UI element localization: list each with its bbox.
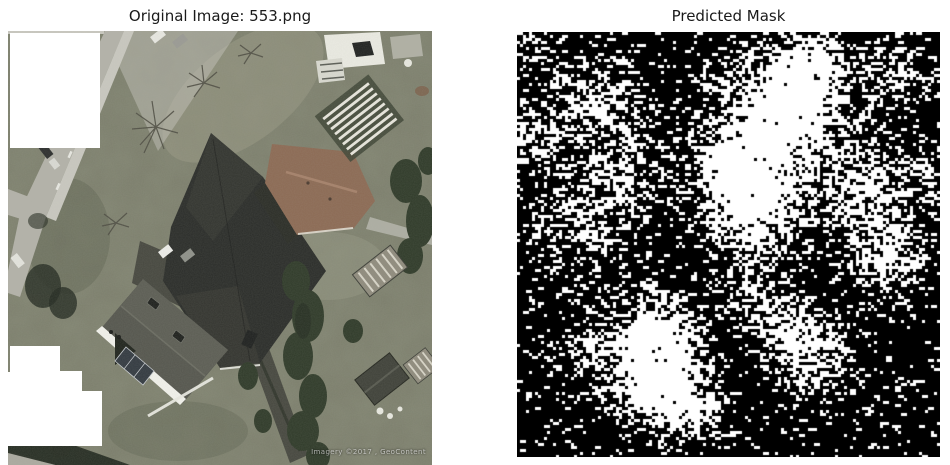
- original-aerial-image: Imagery ©2017 , GeoContent: [8, 31, 432, 465]
- aerial-photo-svg: [8, 31, 432, 465]
- imagery-watermark: Imagery ©2017 , GeoContent: [311, 448, 426, 456]
- mask-bitmap: [517, 32, 940, 457]
- left-panel-title: Original Image: 553.png: [128, 7, 312, 25]
- right-panel-title: Predicted Mask: [671, 7, 786, 25]
- missing-imagery-cutouts: [8, 33, 102, 446]
- predicted-mask-image: [517, 32, 940, 457]
